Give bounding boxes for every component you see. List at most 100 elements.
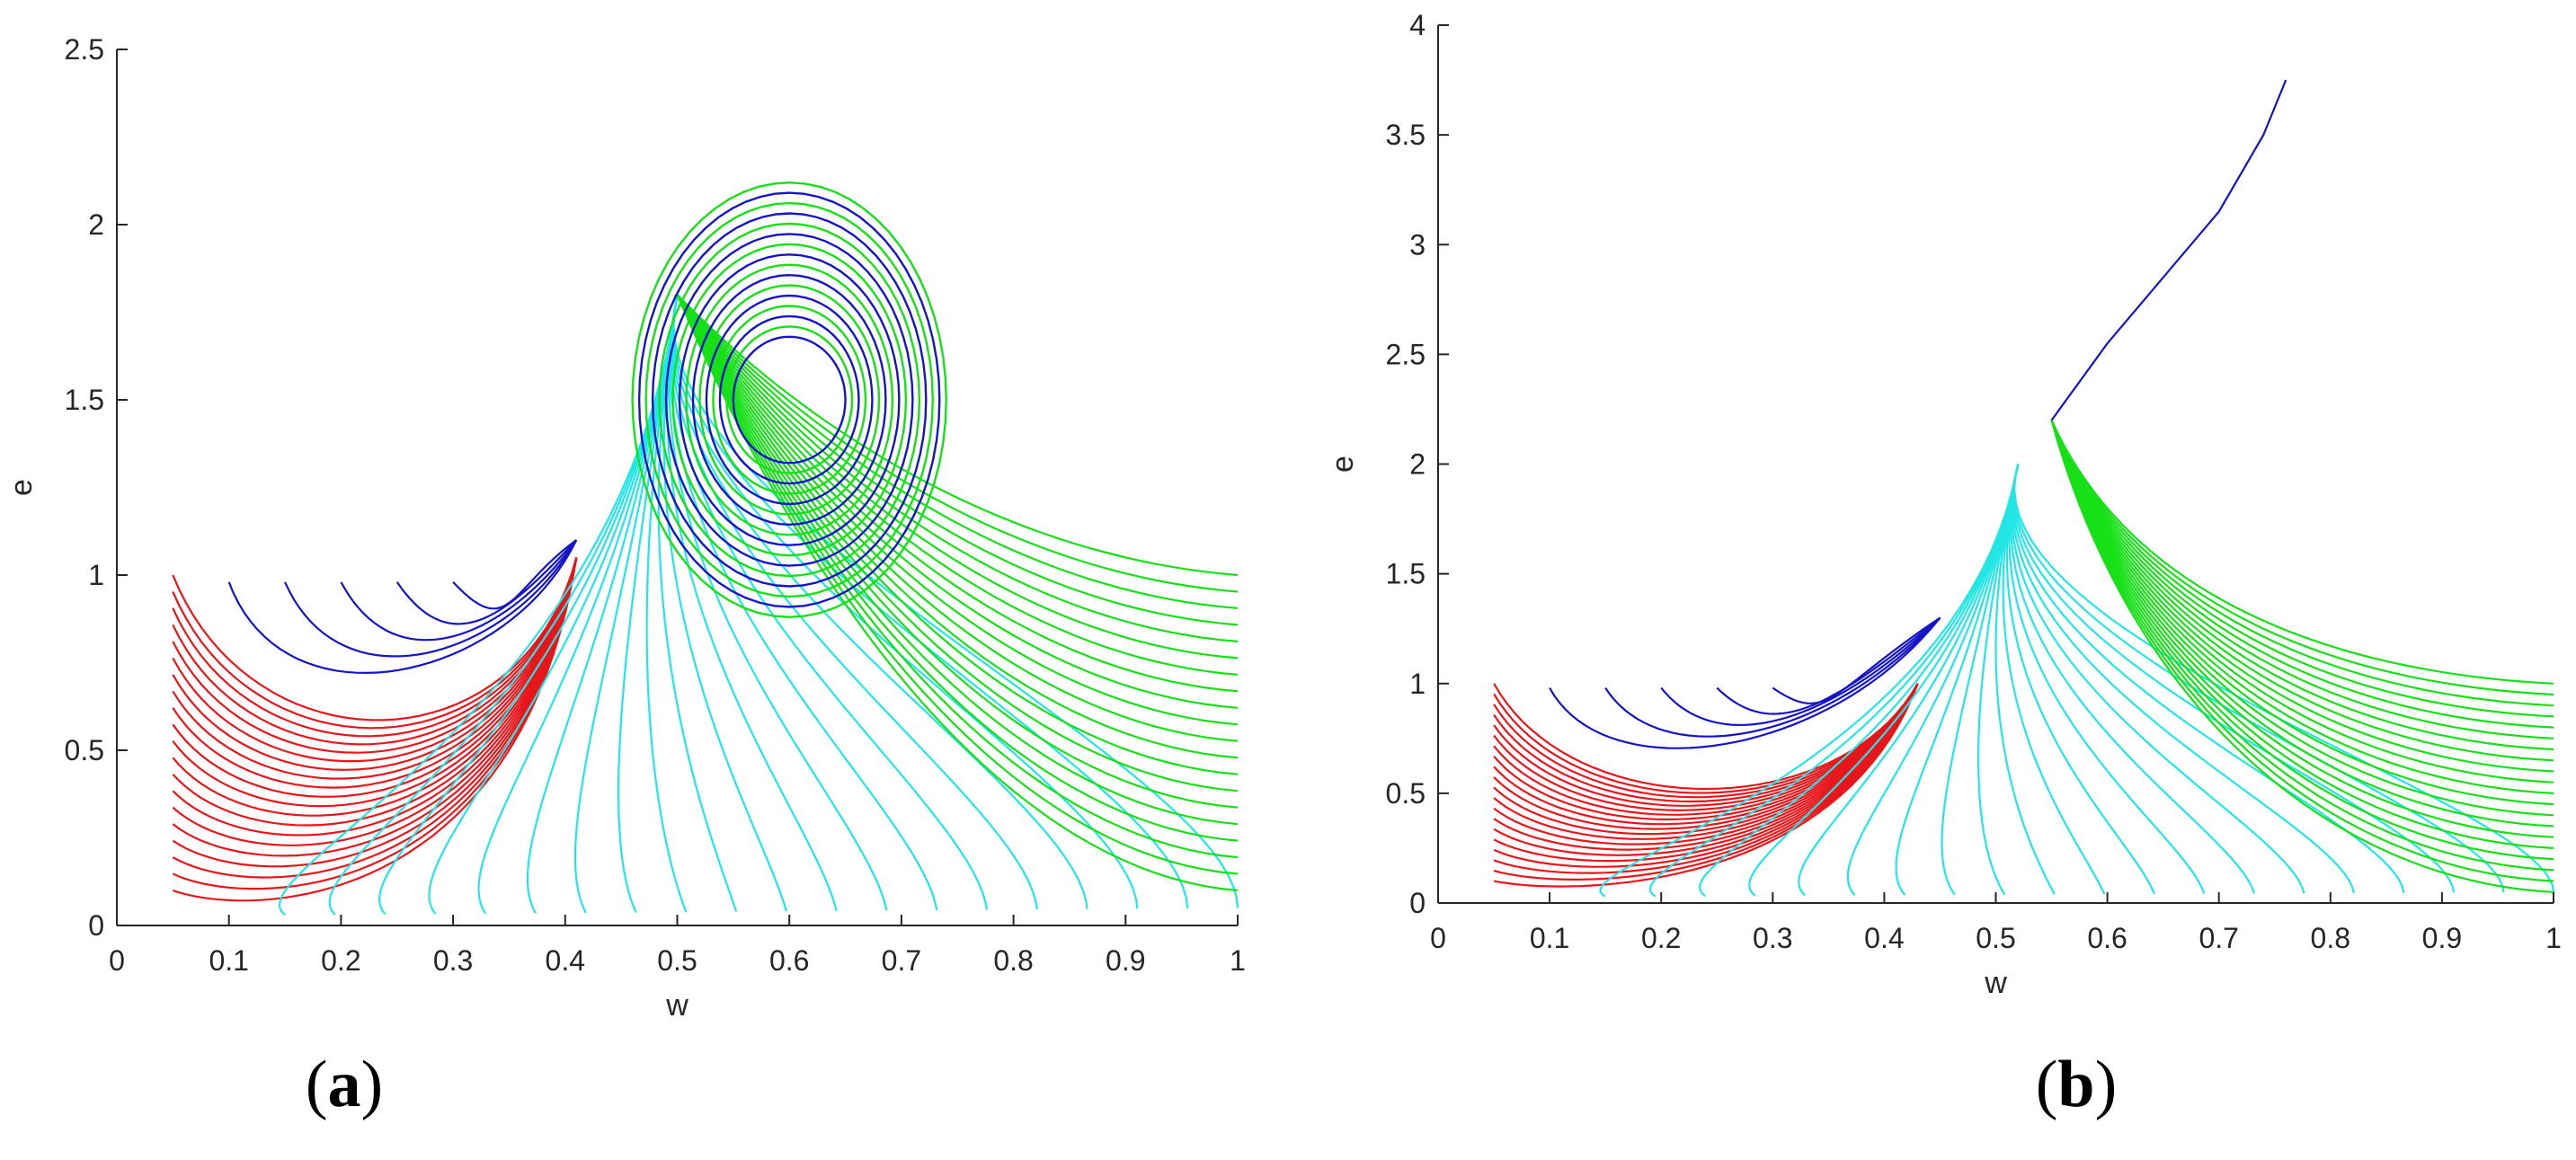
label-open-paren: ( <box>305 1048 328 1121</box>
y-tick-label: 2.5 <box>65 33 104 66</box>
x-tick-label: 0.1 <box>1530 922 1569 954</box>
green-trajectory <box>2050 420 2554 872</box>
red-trajectory <box>172 557 578 789</box>
y-axis-label: e <box>4 479 39 496</box>
red-trajectory <box>1493 683 1919 791</box>
green-trajectory <box>2050 420 2554 784</box>
y-axis-label: e <box>1326 456 1360 473</box>
red-trajectory <box>1493 683 1919 826</box>
label-close-paren: ) <box>2094 1048 2118 1121</box>
red-trajectory <box>1493 683 1919 799</box>
escape-trajectory <box>2050 79 2287 421</box>
x-tick-label: 0.7 <box>2198 922 2238 954</box>
y-tick-label: 1 <box>1409 668 1426 700</box>
green-trajectory <box>2050 420 2554 685</box>
blue-trajectory <box>1604 616 1941 738</box>
green-trajectory <box>2050 420 2554 838</box>
x-tick-label: 0.5 <box>657 944 697 977</box>
cyan-trajectory <box>2005 464 2155 895</box>
cyan-trajectory <box>2013 464 2555 892</box>
green-trajectory <box>676 294 1239 826</box>
cyan-trajectory <box>1941 464 2020 896</box>
green-trajectory <box>676 294 1239 842</box>
x-tick-label: 0.4 <box>1864 922 1904 954</box>
blue-trajectory <box>452 539 577 610</box>
limit-cycle-loop <box>631 181 947 619</box>
green-trajectory <box>676 294 1239 775</box>
limit-cycle-loop <box>658 222 921 578</box>
x-tick-label: 0.9 <box>2422 922 2462 954</box>
cyan-trajectory <box>1977 464 2020 896</box>
x-tick-label: 0 <box>109 944 125 977</box>
x-tick-label: 0.8 <box>2311 922 2350 954</box>
y-tick-label: 1.5 <box>1386 558 1426 590</box>
red-trajectory <box>1493 683 1919 807</box>
blue-trajectory <box>1660 616 1941 727</box>
green-trajectory <box>676 294 1239 660</box>
x-tick-label: 1 <box>2545 922 2562 954</box>
green-trajectory <box>676 294 1239 726</box>
green-trajectory <box>2050 420 2554 794</box>
green-trajectory <box>676 294 1239 892</box>
x-tick-label: 0.2 <box>321 944 360 977</box>
cyan-trajectory <box>2008 464 2206 895</box>
limit-cycle-loop <box>725 325 854 474</box>
y-tick-label: 3.5 <box>1386 119 1426 151</box>
red-trajectory <box>172 557 578 763</box>
green-trajectory <box>2050 420 2554 861</box>
red-trajectory <box>1493 683 1919 821</box>
x-tick-label: 0.8 <box>993 944 1033 977</box>
red-trajectory <box>172 557 578 857</box>
red-trajectory <box>1493 683 1919 888</box>
cyan-trajectory <box>665 294 838 912</box>
cyan-trajectory <box>2011 464 2305 894</box>
panel-a: 0 0.1 0.2 0.3 0.4 0.5 0.6 0.7 0.8 0.9 1 0 0.5 1 1.5 2 2.… <box>4 33 1246 1123</box>
x-tick-label: 0 <box>1430 922 1446 954</box>
cyan-trajectory <box>1846 464 2020 897</box>
axes: 0 0.1 0.2 0.3 0.4 0.5 0.6 0.7 0.8 0.9 1 0 0.5 1 1.5 2 2.… <box>4 33 1246 1023</box>
red-trajectory <box>1493 683 1919 874</box>
cyan-trajectory <box>428 294 679 915</box>
blue-trajectory <box>284 539 578 658</box>
y-tick-label: 0 <box>88 909 104 942</box>
y-tick-label: 3 <box>1409 228 1426 261</box>
y-tick-label: 0.5 <box>65 734 104 766</box>
limit-cycle-loop <box>732 335 847 465</box>
trajectories <box>1493 79 2555 898</box>
limit-cycle-loop <box>678 253 901 546</box>
green-trajectory <box>676 294 1239 577</box>
limit-cycle-loop <box>718 314 860 485</box>
green-trajectory <box>2050 420 2554 762</box>
limit-cycle-loop <box>671 243 908 557</box>
red-trajectory <box>1493 683 1919 794</box>
x-axis-label: w <box>665 988 688 1023</box>
panel-label-a: (a) <box>254 1047 434 1123</box>
cyan-trajectory <box>671 294 1038 910</box>
cyan-trajectory <box>328 294 679 916</box>
y-tick-label: 0.5 <box>1386 777 1426 810</box>
red-trajectory <box>172 557 578 902</box>
green-trajectory <box>2050 420 2554 893</box>
green-trajectory <box>2050 420 2554 817</box>
cyan-trajectory <box>2009 464 2255 894</box>
x-tick-label: 0.3 <box>433 944 473 977</box>
cyan-trajectory <box>657 294 738 912</box>
red-trajectory <box>172 557 578 771</box>
red-trajectory <box>172 557 578 730</box>
blue-trajectory <box>1549 616 1941 749</box>
limit-cycle-loop <box>637 191 941 608</box>
cyan-trajectory <box>1648 464 2020 898</box>
green-trajectory <box>676 294 1239 875</box>
cyan-trajectory <box>669 294 938 911</box>
limit-cycle-loop <box>664 233 914 567</box>
cyan-trajectory <box>2002 464 2106 895</box>
blue-trajectory <box>395 539 578 625</box>
x-tick-label: 0.6 <box>2087 922 2127 954</box>
red-trajectory <box>172 557 578 817</box>
green-trajectory <box>2050 420 2554 806</box>
cyan-trajectory <box>2012 464 2456 893</box>
green-trajectory <box>2050 420 2554 828</box>
y-tick-label: 1.5 <box>65 384 104 416</box>
cyan-trajectory <box>278 294 679 916</box>
label-close-paren: ) <box>360 1048 384 1121</box>
